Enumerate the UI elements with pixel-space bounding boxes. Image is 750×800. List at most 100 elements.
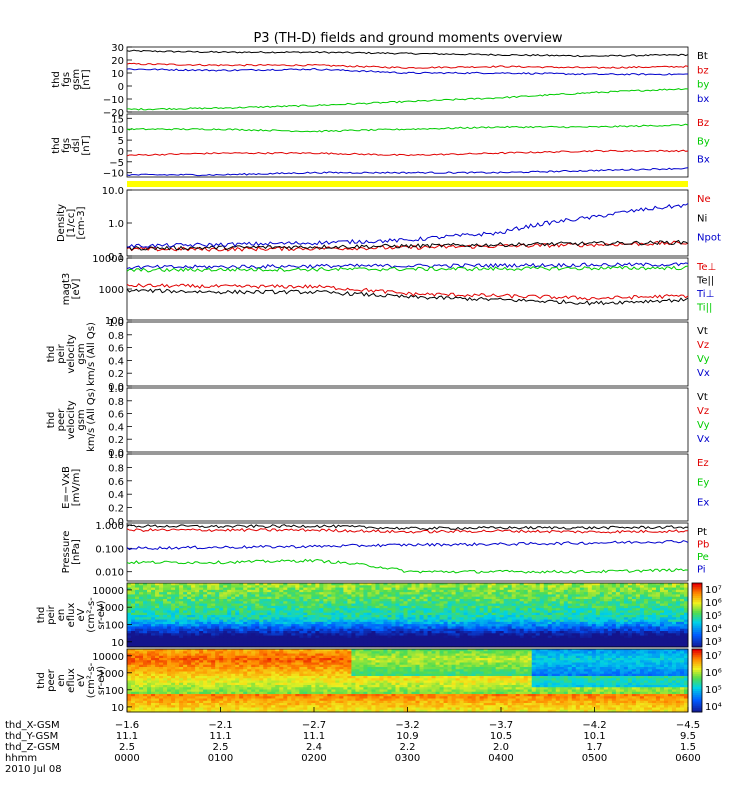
spectrogram-cell: [163, 628, 168, 632]
spectrogram-cell: [311, 615, 316, 618]
spectrogram-cell: [551, 655, 557, 659]
spectrogram-cell: [671, 640, 677, 643]
spectrogram-cell: [623, 621, 629, 625]
spectrogram-cell: [415, 635, 420, 639]
spectrogram-cell: [231, 589, 236, 593]
spectrogram-cell: [379, 587, 384, 591]
spectrogram-cell: [627, 589, 633, 593]
spectrogram-cell: [507, 592, 513, 595]
spectrogram-cell: [167, 658, 172, 661]
spectrogram-cell: [495, 587, 501, 591]
spectrogram-cell: [547, 603, 553, 607]
spectrogram-cell: [339, 608, 344, 611]
legend-label: Ne: [697, 194, 711, 205]
spectrogram-cell: [199, 615, 204, 618]
spectrogram-cell: [615, 587, 621, 591]
spectrogram-cell: [675, 635, 681, 639]
spectrogram-cell: [303, 644, 308, 648]
spectrogram-cell: [343, 596, 348, 600]
spectrogram-cell: [495, 603, 501, 607]
spectrogram-cell: [623, 644, 629, 648]
spectrogram-cell: [379, 621, 384, 625]
spectrogram-cell: [303, 626, 308, 630]
spectrogram-cell: [683, 612, 689, 616]
spectrogram-cell: [431, 619, 436, 623]
spectrogram-cell: [355, 612, 360, 616]
spectrogram-cell: [447, 583, 452, 586]
spectrogram-cell: [443, 626, 448, 630]
spectrogram-cell: [515, 605, 521, 609]
spectrogram-cell: [579, 599, 585, 602]
spectrogram-cell: [175, 644, 180, 648]
spectrogram-cell: [227, 585, 232, 588]
spectrogram-cell: [135, 626, 140, 630]
spectrogram-cell: [623, 599, 629, 602]
spectrogram-cell: [627, 631, 633, 634]
spectrogram-cell: [651, 601, 657, 604]
spectrogram-cell: [311, 624, 316, 627]
spectrogram-cell: [147, 662, 152, 666]
spectrogram-cell: [479, 617, 485, 620]
spectrogram-cell: [423, 633, 428, 636]
spectrogram-cell: [487, 587, 493, 591]
spectrogram-cell: [487, 644, 493, 648]
spectrogram-cell: [155, 612, 160, 616]
spectrogram-cell: [375, 653, 380, 657]
spectrogram-cell: [567, 612, 573, 616]
spectrogram-cell: [155, 592, 160, 595]
spectrogram-cell: [147, 612, 152, 616]
spectrogram-cell: [507, 605, 513, 609]
spectrogram-cell: [195, 649, 200, 652]
spectrogram-cell: [131, 660, 136, 663]
spectrogram-cell: [467, 624, 473, 627]
spectrogram-cell: [215, 587, 220, 591]
spectrogram-cell: [683, 583, 689, 586]
spectrogram-cell: [291, 610, 296, 614]
spectrogram-cell: [191, 610, 196, 614]
spectrogram-cell: [303, 642, 308, 646]
spectrogram-cell: [159, 649, 164, 652]
spectrogram-cell: [359, 637, 364, 641]
spectrogram-cell: [291, 644, 296, 648]
spectrogram-cell: [295, 628, 300, 632]
spectrogram-cell: [667, 599, 673, 602]
spectrogram-cell: [659, 599, 665, 602]
spectrogram-cell: [587, 587, 593, 591]
spectrogram-cell: [427, 651, 432, 654]
spectrogram-cell: [451, 583, 456, 586]
spectrogram-cell: [679, 594, 685, 598]
y-tick-label: 100: [105, 316, 124, 327]
spectrogram-cell: [175, 635, 180, 639]
spectrogram-cell: [267, 640, 272, 643]
spectrogram-cell: [507, 608, 513, 611]
spectrogram-cell: [647, 658, 653, 661]
spectrogram-cell: [159, 653, 164, 657]
spectrogram-cell: [539, 583, 545, 586]
spectrogram-cell: [567, 642, 573, 646]
spectrogram-cell: [311, 653, 316, 657]
spectrogram-cell: [199, 594, 204, 598]
spectrogram-cell: [463, 655, 469, 659]
spectrogram-cell: [183, 599, 188, 602]
spectrogram-cell: [207, 655, 212, 659]
spectrogram-cell: [655, 603, 661, 607]
spectrogram-cell: [387, 617, 392, 620]
spectrogram-cell: [619, 612, 625, 616]
spectrogram-cell: [615, 619, 621, 623]
spectrogram-cell: [371, 583, 376, 586]
spectrogram-cell: [363, 658, 368, 661]
spectrogram-cell: [291, 660, 296, 663]
spectrogram-cell: [187, 596, 192, 600]
spectrogram-cell: [667, 644, 673, 648]
spectrogram-cell: [139, 603, 144, 607]
spectrogram-cell: [251, 594, 256, 598]
spectrogram-cell: [339, 596, 344, 600]
spectrogram-cell: [287, 633, 292, 636]
spectrogram-cell: [235, 612, 240, 616]
spectrogram-cell: [479, 605, 485, 609]
spectrogram-cell: [427, 596, 432, 600]
spectrogram-cell: [163, 608, 168, 611]
spectrogram-cell: [639, 651, 645, 654]
spectrogram-cell: [583, 596, 589, 600]
spectrogram-cell: [443, 599, 448, 602]
